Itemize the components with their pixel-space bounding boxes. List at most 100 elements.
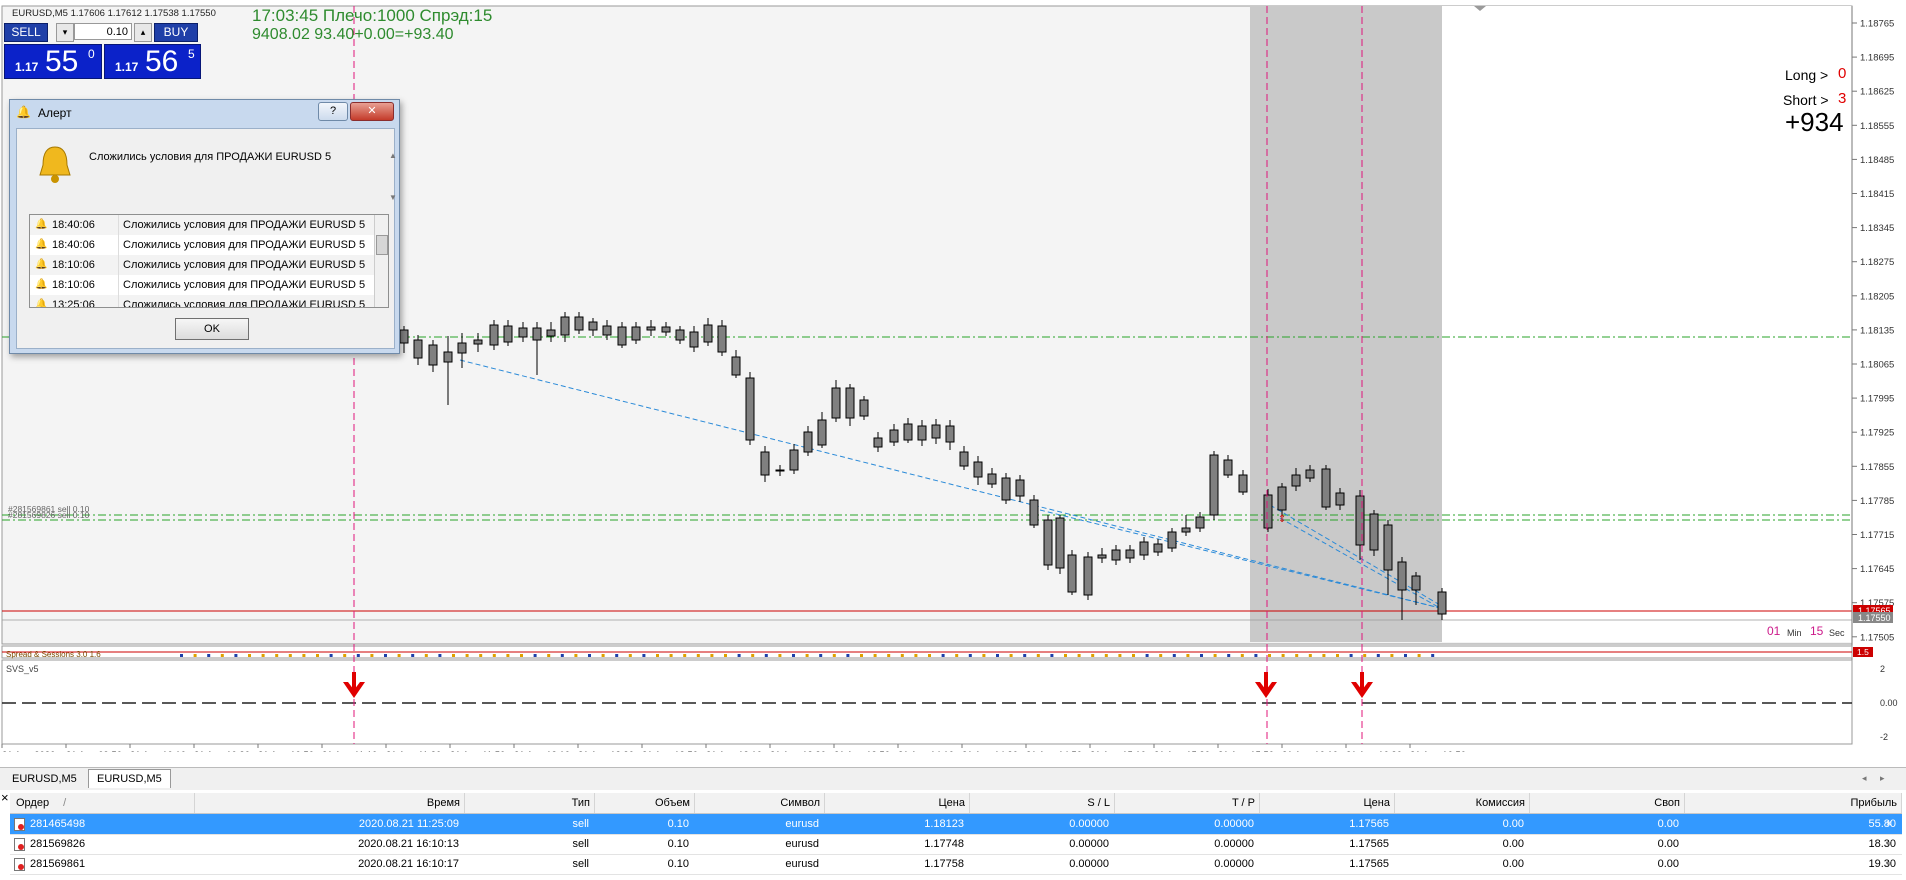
column-header[interactable]: Ордер / — [10, 793, 195, 813]
spread-dot — [180, 654, 183, 657]
alert-dialog[interactable]: 🔔 Алерт ? ✕ Сложились условия для ПРОДАЖ… — [9, 99, 400, 354]
column-header[interactable]: Комиссия — [1395, 793, 1530, 813]
short-value: 3 — [1838, 90, 1847, 107]
candle-body — [1181, 527, 1191, 533]
ask-price-box[interactable]: 1.17 56 5 — [104, 44, 201, 79]
spread-dot — [465, 654, 469, 657]
alert-history-row[interactable]: 🔔 18:10:06 Сложились условия для ПРОДАЖИ E… — [30, 275, 374, 295]
spread-dot — [601, 654, 605, 657]
column-header-label: Символ — [780, 797, 820, 809]
orders-table[interactable]: Ордер / Время Тип Объем Символ Цена S / L T / P Ц… — [10, 793, 1902, 880]
price-tick-label: 1.18415 — [1860, 189, 1894, 200]
spread-dot — [1050, 654, 1054, 657]
close-order-icon[interactable]: × — [1885, 858, 1893, 870]
price-chart[interactable]: ⇕ 1.187651.186951.186251.185551.184851.1… — [0, 0, 1906, 752]
close-order-icon[interactable]: × — [1885, 838, 1893, 850]
svs-axis-zero: 0.00 — [1880, 698, 1898, 708]
spread-dot — [1240, 654, 1244, 657]
candle-body — [473, 339, 483, 345]
order-cell-swap: 0.00 — [1657, 818, 1679, 830]
price-tick-label: 1.17995 — [1860, 394, 1894, 405]
order-cell-swap: 0.00 — [1657, 858, 1679, 870]
lot-increase-button[interactable]: ▴ — [134, 23, 152, 42]
spread-dot — [424, 654, 428, 657]
alert-history-row[interactable]: 🔔 13:25:06 Сложились условия для ПРОДАЖИ E… — [30, 295, 374, 307]
candle-body — [1097, 554, 1107, 559]
spread-dot — [1077, 654, 1081, 657]
column-header[interactable]: Цена — [1260, 793, 1395, 813]
spread-dot — [356, 654, 360, 657]
session-highlight — [1250, 6, 1442, 642]
close-button[interactable]: ✕ — [350, 102, 394, 121]
tabs-scroll-right-icon[interactable]: ▸ — [1880, 773, 1885, 783]
alert-history-row[interactable]: 🔔 18:40:06 Сложились условия для ПРОДАЖИ E… — [30, 215, 374, 235]
column-header-label: Цена — [938, 797, 965, 809]
column-header[interactable]: Объем — [595, 793, 695, 813]
column-header[interactable]: Цена — [825, 793, 970, 813]
lot-decrease-button[interactable]: ▾ — [56, 23, 74, 42]
column-header[interactable]: Тип — [465, 793, 595, 813]
ok-button[interactable]: OK — [175, 318, 249, 340]
tab-chart-2[interactable]: EURUSD,M5 — [88, 769, 171, 788]
column-header[interactable]: Символ — [695, 793, 825, 813]
price-tick-label: 1.18765 — [1860, 19, 1894, 30]
candle-body — [1055, 517, 1065, 569]
order-marker: ⇕ — [1278, 514, 1286, 525]
spread-dot — [928, 654, 931, 657]
terminal-close-icon[interactable]: × — [1, 790, 9, 805]
order-row[interactable]: 281569826 2020.08.21 16:10:13 sell 0.10 euru… — [10, 834, 1902, 855]
msg-scroll-up-icon[interactable]: ▲ — [389, 151, 397, 160]
tab-chart-1[interactable]: EURUSD,M5 — [12, 773, 77, 785]
chart-tabs-bar: EURUSD,M5 EURUSD,M5 ◂ ▸ — [0, 767, 1906, 790]
time-tick-label: 21 Aug 15:10 — [1090, 750, 1146, 752]
price-tick-label: 1.18345 — [1860, 223, 1894, 234]
price-tick-label: 1.17505 — [1860, 632, 1894, 643]
lot-size-input[interactable]: 0.10 — [74, 23, 132, 40]
bid-price-box[interactable]: 1.17 55 0 — [4, 44, 102, 79]
order-row[interactable]: 281465498 2020.08.21 11:25:09 sell 0.10 euru… — [10, 814, 1902, 835]
chart-window[interactable]: ⇕ 1.18765 1.18695 1.18625 1.18555 1.18485 1.1… — [0, 0, 1906, 752]
order-cell-commission: 0.00 — [1502, 858, 1524, 870]
spread-dot — [710, 654, 714, 657]
candle-body — [489, 324, 499, 346]
alert-history-row[interactable]: 🔔 18:10:06 Сложились условия для ПРОДАЖИ E… — [30, 255, 374, 275]
column-header[interactable]: Прибыль — [1685, 793, 1902, 813]
spread-dot — [751, 654, 755, 657]
order-row[interactable]: 281569861 2020.08.21 16:10:17 sell 0.10 euru… — [10, 854, 1902, 875]
time-tick-label: 21 Aug 11:30 — [386, 750, 441, 752]
price-tick-label: 1.17785 — [1860, 496, 1894, 507]
column-header-label: S / L — [1087, 797, 1110, 809]
tabs-scroll-left-icon[interactable]: ◂ — [1862, 773, 1867, 783]
msg-scroll-down-icon[interactable]: ▼ — [389, 193, 397, 202]
chart-shift-icon[interactable] — [1474, 6, 1486, 11]
column-header[interactable]: T / P — [1115, 793, 1260, 813]
column-header-label: Прибыль — [1850, 797, 1897, 809]
ask-price-small: 1.17 — [115, 60, 139, 74]
alert-list-scroll-thumb[interactable] — [376, 235, 388, 255]
spread-dot — [1009, 654, 1013, 657]
column-header[interactable]: Время — [195, 793, 465, 813]
candle-body — [1291, 474, 1301, 487]
buy-button[interactable]: BUY — [154, 23, 198, 42]
short-label: Short > — [1783, 92, 1829, 108]
column-header[interactable]: S / L — [970, 793, 1115, 813]
alert-list-scrollbar[interactable] — [374, 215, 388, 307]
ask-price-big: 56 — [145, 45, 179, 78]
spread-dot — [873, 654, 877, 657]
column-header-label: Своп — [1654, 797, 1680, 809]
order-status-dot — [18, 864, 24, 870]
spread-dot — [261, 654, 265, 657]
help-button[interactable]: ? — [318, 102, 348, 121]
candle-body — [1001, 477, 1011, 501]
sell-button[interactable]: SELL — [4, 23, 48, 42]
candle-body — [1223, 459, 1233, 476]
time-tick-label: 21 Aug 12:50 — [642, 750, 698, 752]
spread-dot — [764, 654, 768, 657]
candle-body — [1029, 499, 1039, 526]
alert-history-row[interactable]: 🔔 18:40:06 Сложились условия для ПРОДАЖИ E… — [30, 235, 374, 255]
column-header[interactable]: Своп — [1530, 793, 1685, 813]
spread-dot — [887, 654, 891, 657]
alert-history-list[interactable]: 🔔 18:40:06 Сложились условия для ПРОДАЖИ E… — [29, 214, 389, 308]
close-order-icon[interactable]: × — [1885, 818, 1893, 830]
spread-dots — [180, 654, 1435, 657]
